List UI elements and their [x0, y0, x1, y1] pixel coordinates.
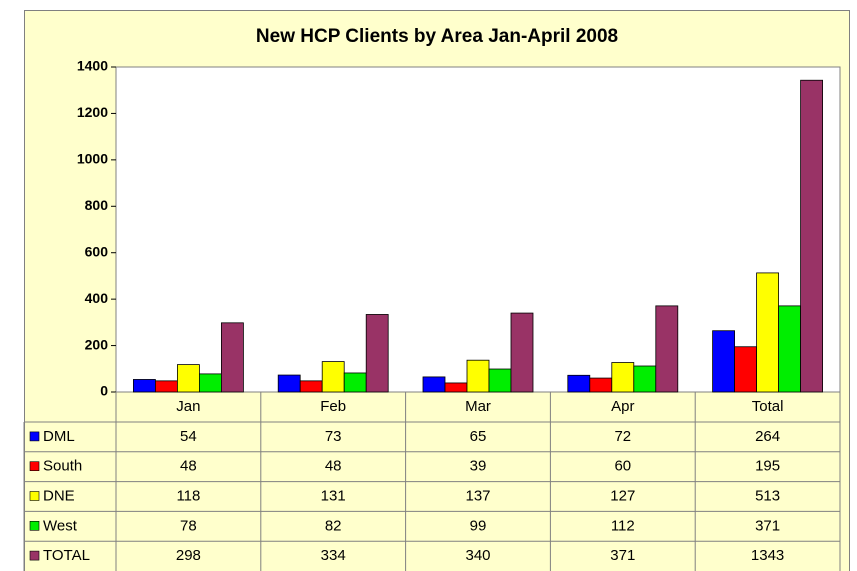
bar: [510, 312, 534, 393]
x-tick-label: Mar: [465, 398, 491, 415]
bar: [343, 372, 367, 393]
table-value: 48: [325, 458, 342, 475]
table-value: 112: [611, 517, 635, 534]
table-value: 298: [176, 547, 201, 564]
y-tick-label: 200: [85, 336, 109, 352]
table-value: 513: [755, 487, 780, 504]
bar: [198, 373, 222, 393]
table-value: 72: [614, 428, 631, 445]
x-tick-label: Feb: [320, 398, 346, 415]
table-value: 195: [755, 458, 780, 475]
table-value: 73: [325, 428, 342, 445]
legend-key: [29, 520, 40, 531]
bar: [633, 365, 657, 393]
table-value: 118: [176, 487, 200, 504]
table-value: 334: [321, 547, 346, 564]
bar: [422, 376, 446, 393]
bar: [712, 330, 735, 393]
table-value: 137: [465, 487, 490, 504]
bar: [154, 380, 178, 393]
bar: [756, 272, 779, 393]
legend-label: West: [43, 517, 78, 534]
bar: [277, 374, 301, 393]
bar: [800, 79, 823, 393]
legend-label: South: [43, 458, 82, 475]
table-value: 82: [325, 517, 342, 534]
table-value: 78: [180, 517, 197, 534]
table-value: 54: [180, 428, 197, 445]
y-tick-label: 1000: [77, 151, 108, 167]
y-tick-label: 1200: [77, 104, 108, 120]
table-value: 48: [180, 458, 197, 475]
y-tick-label: 800: [85, 197, 109, 213]
bar: [299, 380, 323, 393]
table-value: 39: [470, 458, 487, 475]
bar: [734, 346, 757, 393]
legend-key: [29, 491, 40, 501]
table-value: 127: [610, 487, 635, 504]
y-tick-label: 1400: [77, 58, 108, 74]
y-tick-label: 600: [85, 243, 109, 259]
table-value: 371: [610, 547, 635, 564]
bar: [321, 361, 345, 393]
bar: [444, 382, 468, 393]
x-tick-label: Total: [752, 398, 784, 415]
y-tick-label: 0: [100, 383, 108, 399]
legend-label: TOTAL: [43, 547, 90, 564]
bar: [778, 305, 801, 393]
legend-label: DNE: [43, 487, 75, 504]
table-value: 65: [470, 428, 487, 445]
x-tick-label: Apr: [611, 398, 634, 415]
bar: [220, 322, 244, 393]
legend-label: DML: [43, 428, 75, 445]
legend-key: [29, 431, 40, 442]
bar: [611, 362, 635, 393]
bar: [466, 359, 490, 393]
bar: [365, 314, 389, 393]
table-value: 340: [465, 547, 490, 564]
table-value: 99: [470, 517, 487, 534]
bar: [655, 305, 679, 393]
legend-key: [29, 550, 40, 561]
y-tick-label: 400: [85, 290, 109, 306]
bar: [176, 364, 200, 393]
bar: [589, 377, 613, 393]
table-value: 131: [321, 487, 346, 504]
legend-key: [29, 461, 40, 472]
bar: [567, 374, 591, 393]
bar: [488, 368, 512, 393]
table-value: 1343: [751, 547, 784, 564]
chart-title: New HCP Clients by Area Jan-April 2008: [256, 26, 618, 47]
table-value: 264: [755, 428, 780, 445]
table-value: 60: [614, 458, 631, 475]
bar: [132, 379, 156, 393]
x-tick-label: Jan: [176, 398, 200, 415]
table-value: 371: [755, 517, 780, 534]
